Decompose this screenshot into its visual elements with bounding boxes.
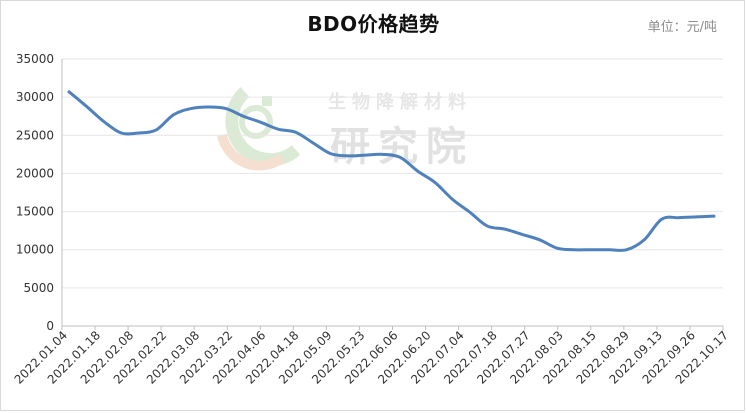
y-tick-label: 25000 [16,128,54,142]
unit-label: 单位：元/吨 [647,20,717,35]
grid-lines [62,58,723,289]
watermark-logo-icon [217,87,301,171]
y-tick-label: 0 [46,319,54,333]
y-tick-label: 10000 [16,243,54,257]
y-tick-label: 15000 [16,205,54,219]
chart-title: BDO价格趋势 [307,12,440,36]
y-tick-label: 35000 [16,52,54,66]
watermark-line-2: 研究院 [330,124,474,170]
y-tick-label: 5000 [23,281,54,295]
watermark-line-1: 生物降解材料 [328,91,472,113]
y-tick-label: 30000 [16,90,54,104]
x-axis-ticks: 2022.01.042022.01.182022.02.082022.02.22… [12,326,731,387]
y-axis-ticks: 0 5000 10000 15000 20000 25000 30000 35000 [16,52,54,333]
series-line [67,90,716,252]
y-tick-label: 20000 [16,166,54,180]
watermark: 生物降解材料 研究院 [217,87,474,171]
